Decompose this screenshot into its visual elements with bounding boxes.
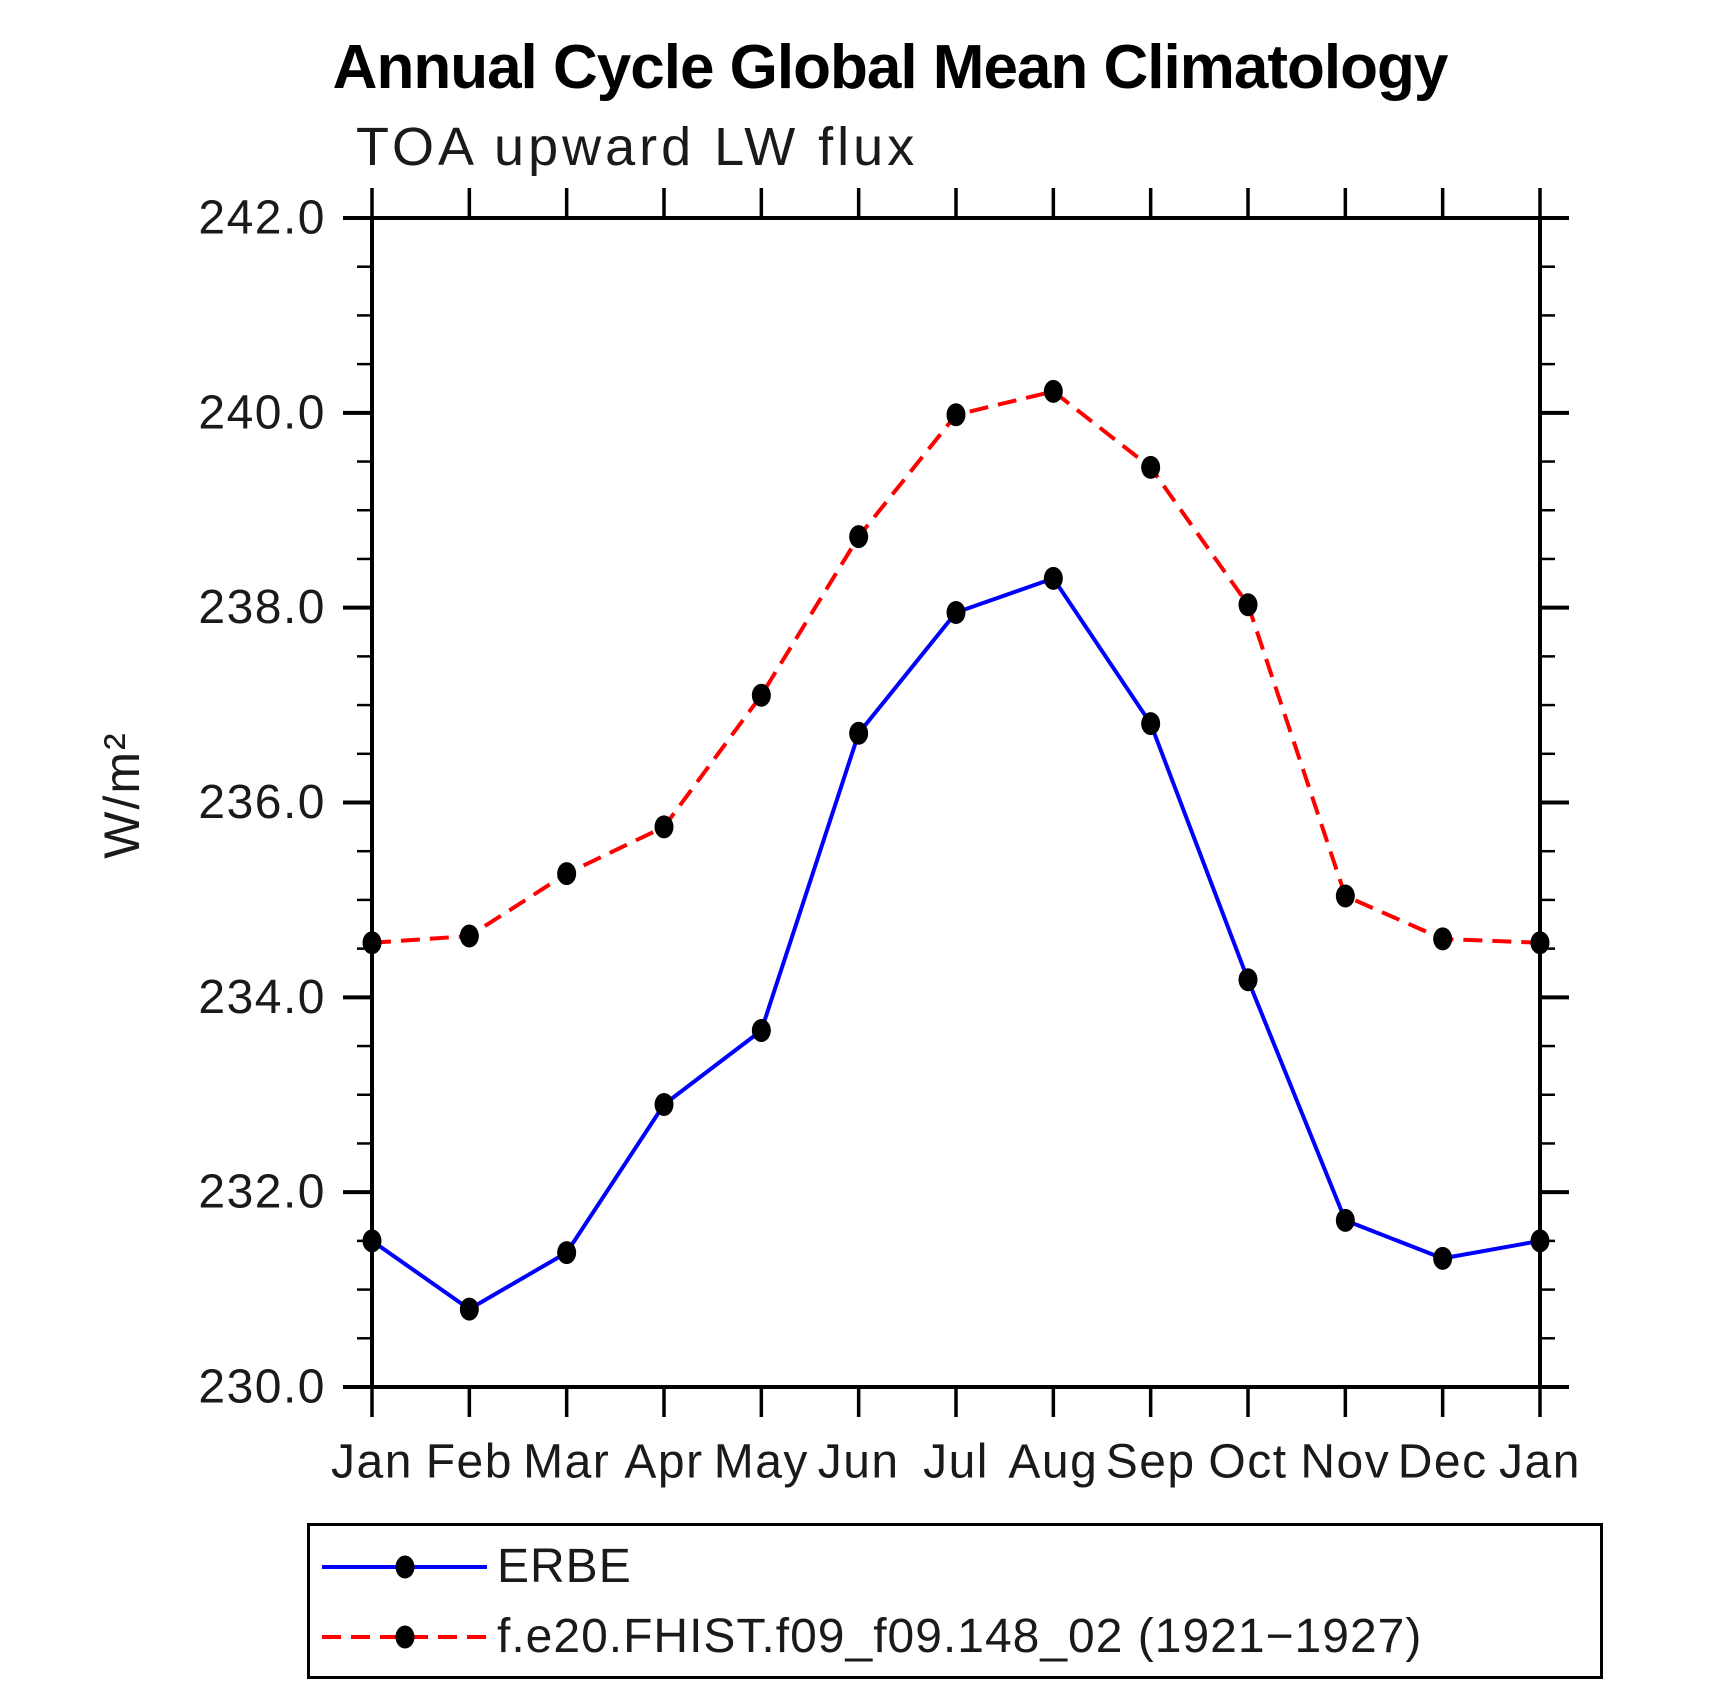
series-marker-0 <box>557 1241 577 1265</box>
x-tick-label: May <box>714 1436 809 1489</box>
series-marker-0 <box>849 721 869 745</box>
x-tick-label: Dec <box>1398 1436 1488 1489</box>
series-marker-0 <box>1238 968 1258 992</box>
y-tick-label: 234.0 <box>198 971 326 1024</box>
legend-line-erbe <box>322 1555 487 1579</box>
series-marker-0 <box>1433 1246 1453 1270</box>
series-marker-0 <box>751 1019 771 1042</box>
y-tick-label: 238.0 <box>198 581 326 634</box>
series-marker-1 <box>654 815 674 839</box>
y-tick-label: 242.0 <box>198 192 326 245</box>
series-marker-0 <box>1043 566 1063 590</box>
series-marker-1 <box>1335 884 1355 908</box>
series-marker-1 <box>751 683 771 707</box>
series-marker-1 <box>362 931 382 955</box>
series-line-1 <box>371 389 1541 945</box>
series-marker-1 <box>557 862 577 886</box>
series-marker-0 <box>1530 1229 1550 1253</box>
series-marker-0 <box>654 1093 674 1116</box>
series-marker-1 <box>1141 455 1161 479</box>
x-tick-label: Nov <box>1300 1436 1390 1489</box>
legend-item-erbe: ERBE <box>322 1540 632 1593</box>
x-tick-label: Feb <box>426 1436 513 1489</box>
chart-subtitle: TOA upward LW flux <box>356 117 919 177</box>
series-marker-0 <box>459 1297 479 1321</box>
legend-marker-dot-icon <box>395 1555 414 1579</box>
series-marker-0 <box>1141 712 1161 736</box>
legend-label-model: f.e20.FHIST.f09_f09.148_02 (1921−1927) <box>497 1610 1423 1663</box>
series-marker-1 <box>1043 379 1063 403</box>
x-tick-label: Mar <box>523 1436 610 1489</box>
chart-title: Annual Cycle Global Mean Climatology <box>332 33 1449 102</box>
x-tick-label: Jan <box>331 1436 413 1489</box>
x-tick-label: Aug <box>1008 1436 1098 1489</box>
y-tick-label: 236.0 <box>198 776 326 829</box>
legend-line-model <box>322 1625 487 1649</box>
x-tick-label: Oct <box>1208 1436 1287 1489</box>
series-marker-1 <box>1530 931 1550 955</box>
y-tick-label: 232.0 <box>198 1166 326 1219</box>
series-marker-1 <box>1238 593 1258 617</box>
series-marker-1 <box>946 403 966 427</box>
series-marker-0 <box>362 1229 382 1253</box>
x-tick-label: Jul <box>923 1436 989 1489</box>
legend-item-model: f.e20.FHIST.f09_f09.148_02 (1921−1927) <box>322 1610 1423 1663</box>
y-tick-label: 240.0 <box>198 386 326 439</box>
x-tick-label: Apr <box>624 1436 703 1489</box>
x-tick-label: Jun <box>818 1436 900 1489</box>
series-line-0 <box>370 576 1541 1312</box>
x-tick-label: Jan <box>1499 1436 1581 1489</box>
series-marker-1 <box>459 924 479 948</box>
x-tick-label: Sep <box>1106 1436 1196 1489</box>
series-marker-0 <box>946 601 966 624</box>
plot-border <box>370 216 1542 1389</box>
legend-box <box>307 1523 1603 1679</box>
series-marker-1 <box>849 525 869 549</box>
series-marker-1 <box>1433 927 1453 951</box>
series-marker-0 <box>1335 1208 1355 1232</box>
legend-marker-dot-icon <box>395 1625 414 1649</box>
y-tick-label: 230.0 <box>198 1361 326 1414</box>
legend-label-erbe: ERBE <box>497 1540 632 1593</box>
